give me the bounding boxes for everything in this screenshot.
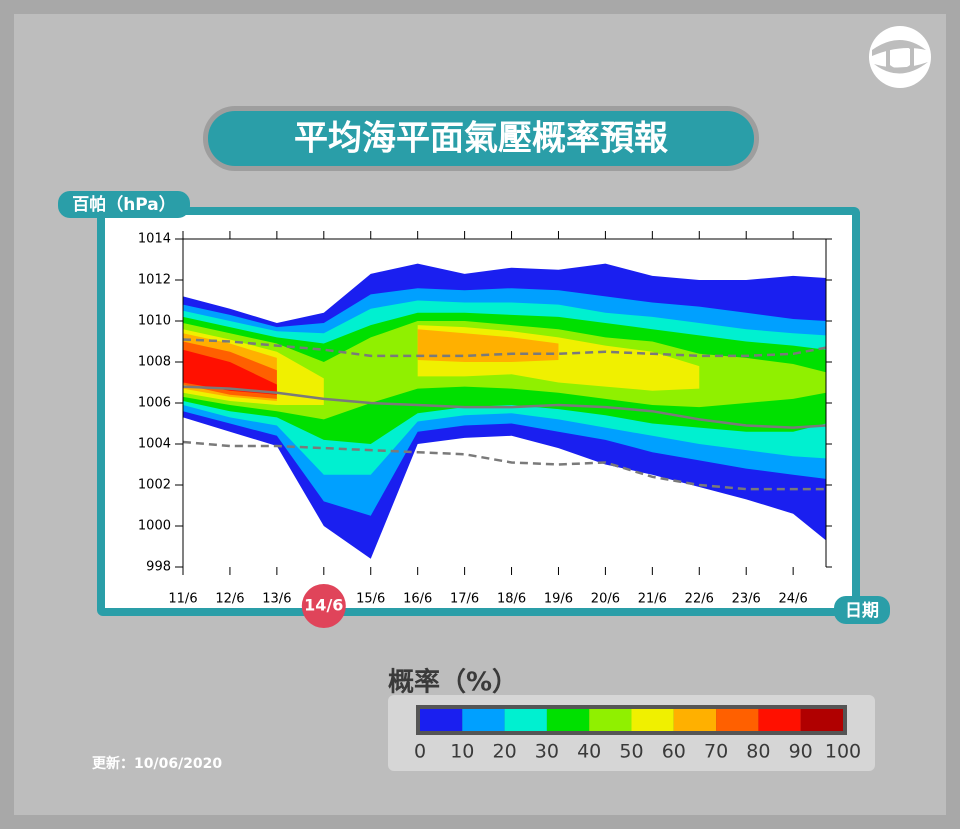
colorbar-swatch: [631, 709, 674, 731]
colorbar-swatch: [462, 709, 505, 731]
x-axis-label: 日期: [845, 601, 879, 621]
colorbar-swatch: [758, 709, 801, 731]
x-tick-label: 12/6: [215, 592, 244, 607]
y-tick-label: 1000: [138, 519, 171, 534]
colorbar-swatch: [504, 709, 547, 731]
highlight-date: [301, 584, 346, 628]
colorbar-tick-label: 20: [493, 741, 517, 763]
colorbar-swatch: [420, 709, 463, 731]
colorbar: 0 10 20 30 40 50 60 70 80 90 100: [414, 705, 861, 763]
x-tick-label: 16/6: [403, 592, 432, 607]
x-tick-label: 11/6: [168, 592, 197, 607]
colorbar-swatch: [546, 709, 590, 731]
chart-title: 平均海平面氣壓概率預報: [294, 119, 668, 159]
x-tick-label: 20/6: [591, 592, 620, 607]
probability-band: [183, 325, 700, 406]
y-tick-label: 1010: [138, 314, 171, 329]
y-tick-label: 1008: [138, 355, 171, 370]
x-tick-label: 23/6: [732, 592, 761, 607]
x-tick-label: 15/6: [356, 592, 385, 607]
x-tick-label: 13/6: [262, 592, 291, 607]
x-tick-label: 21/6: [638, 592, 667, 607]
x-tick-label: 22/6: [685, 592, 714, 607]
colorbar-tick-label: 40: [577, 741, 601, 763]
colorbar-tick-label: 0: [414, 741, 426, 763]
y-tick-label: 1012: [138, 273, 171, 288]
y-tick-label: 998: [146, 560, 171, 575]
x-tick-label: 18/6: [497, 592, 526, 607]
x-tick-label: 14/6: [304, 596, 343, 615]
y-tick-label: 1006: [138, 396, 171, 411]
y-tick-label: 1014: [138, 232, 171, 247]
forecast-line: [182, 338, 827, 358]
probability-band: [183, 349, 277, 395]
logo: [869, 26, 931, 88]
y-tick-label: 1002: [138, 478, 171, 493]
colorbar-swatch: [716, 709, 759, 731]
x-tick-label: 17/6: [450, 592, 479, 607]
colorbar-tick-label: 80: [746, 741, 770, 763]
forecast-line: [182, 385, 827, 429]
colorbar-tick-label: 10: [450, 741, 474, 763]
colorbar-swatch: [673, 709, 717, 731]
colorbar-swatch: [800, 709, 843, 731]
colorbar-swatch: [589, 709, 632, 731]
forecast-line: [182, 440, 826, 491]
colorbar-tick-label: 70: [704, 741, 728, 763]
x-tick-label: 19/6: [544, 592, 573, 607]
colorbar-title: 概率（%）: [388, 667, 518, 698]
plot: 998 1000 1002 1004 1006 1008 1010 1012 1014 11/6 1…: [138, 231, 832, 628]
x-tick-label: 24/6: [779, 592, 808, 607]
x-label-pill: [834, 596, 890, 624]
y-label-pill: [58, 191, 190, 218]
y-axis-label: 百帕（hPa）: [72, 194, 176, 215]
y-tick-label: 1004: [138, 437, 171, 452]
colorbar-tick-label: 100: [825, 741, 861, 763]
colorbar-tick-label: 90: [789, 741, 813, 763]
update-note: 更新：10/06/2020: [92, 755, 222, 772]
colorbar-tick-label: 60: [662, 741, 686, 763]
colorbar-tick-label: 30: [535, 741, 559, 763]
title-pill: [208, 111, 754, 166]
colorbar-tick-label: 50: [619, 741, 643, 763]
